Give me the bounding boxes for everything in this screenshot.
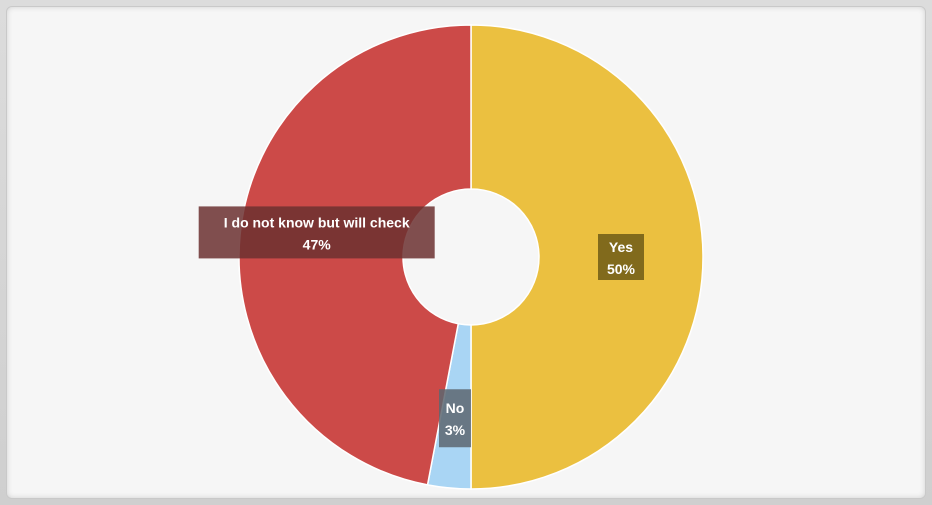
slice-label-yes: Yes 50% bbox=[598, 234, 644, 280]
slice-name-label: Yes bbox=[609, 239, 633, 255]
label-box bbox=[598, 234, 644, 280]
slice-value-label: 3% bbox=[445, 422, 466, 438]
donut-chart: Yes 50% No 3% I do not know but will check 47… bbox=[198, 24, 704, 490]
label-box bbox=[439, 389, 472, 448]
slice-label-i-do-not-know-but-will-check: I do not know but will check 47% bbox=[198, 206, 435, 259]
slice-label-no: No 3% bbox=[439, 389, 472, 448]
chart-panel: Yes 50% No 3% I do not know but will check 47… bbox=[6, 6, 926, 499]
slice-name-label: I do not know but will check bbox=[224, 214, 410, 230]
slice-value-label: 47% bbox=[303, 236, 332, 252]
slice-yes bbox=[470, 24, 704, 490]
slice-value-label: 50% bbox=[607, 261, 636, 277]
labels-group: Yes 50% No 3% I do not know but will check 47… bbox=[198, 206, 644, 448]
slice-name-label: No bbox=[446, 400, 465, 416]
label-box bbox=[198, 206, 435, 259]
